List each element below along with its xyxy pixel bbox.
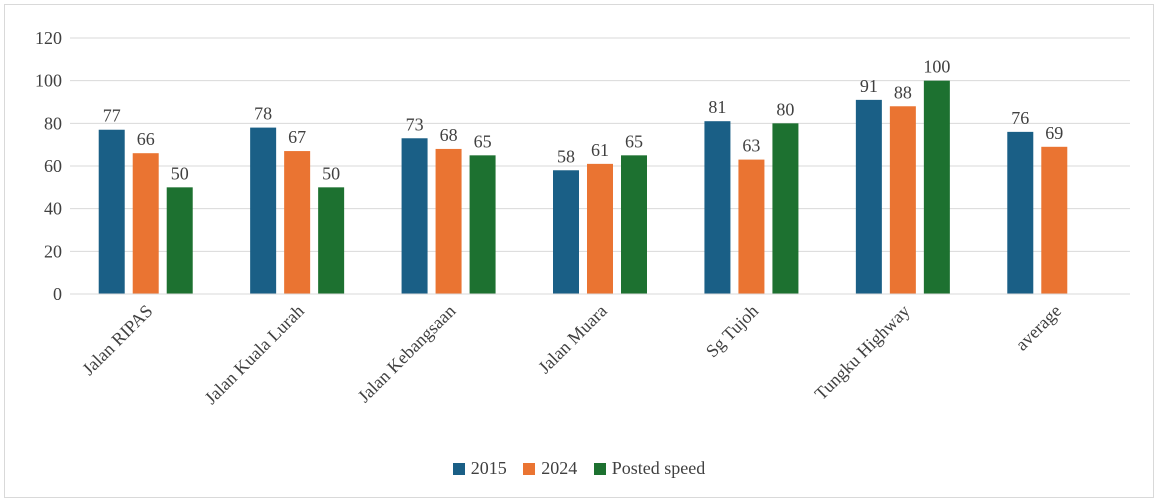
data-label-2015-4: 81	[708, 97, 726, 117]
bar-posted-speed-0	[166, 187, 193, 294]
y-tick-label-60: 60	[44, 156, 62, 176]
legend-swatch-2015	[452, 462, 465, 475]
data-label-2024-5: 88	[894, 82, 912, 102]
data-label-posted-speed-0: 50	[171, 163, 189, 183]
data-label-2015-1: 78	[254, 104, 272, 124]
data-label-2024-0: 66	[137, 129, 155, 149]
legend-label-2024: 2024	[541, 458, 578, 478]
legend-item-2024[interactable]: 2024	[523, 458, 577, 479]
data-label-2024-3: 61	[591, 140, 609, 160]
data-label-posted-speed-1: 50	[322, 163, 340, 183]
bar-posted-speed-4	[772, 123, 799, 294]
legend-swatch-2024	[523, 462, 536, 475]
bar-2015-3	[553, 170, 579, 294]
y-tick-label-40: 40	[44, 199, 62, 219]
data-label-2015-0: 77	[103, 106, 121, 126]
bar-2015-1	[250, 127, 277, 294]
bar-2024-6	[1041, 146, 1068, 294]
bar-2024-1	[284, 151, 311, 294]
bar-2015-6	[1007, 131, 1034, 294]
data-label-2024-2: 68	[440, 125, 458, 145]
x-tick-label-6: average	[1011, 301, 1065, 355]
bar-posted-speed-5	[923, 80, 950, 295]
x-tick-label-2: Jalan Kebangsaan	[354, 301, 460, 407]
data-label-2015-6: 76	[1011, 108, 1029, 128]
legend-item-posted-speed[interactable]: Posted speed	[593, 458, 706, 479]
bar-2015-0	[98, 129, 125, 294]
legend-swatch-posted-speed	[593, 462, 606, 475]
bar-posted-speed-3	[621, 155, 647, 294]
bar-posted-speed-2	[469, 155, 496, 294]
data-label-posted-speed-3: 65	[625, 131, 643, 151]
bar-posted-speed-1	[318, 187, 345, 294]
data-label-2024-1: 67	[288, 127, 306, 147]
data-label-posted-speed-2: 65	[474, 131, 492, 151]
data-label-2015-2: 73	[406, 114, 424, 134]
bar-2015-2	[401, 138, 428, 294]
data-label-2024-6: 69	[1045, 123, 1063, 143]
bar-2015-5	[855, 99, 882, 294]
bar-2015-4	[704, 121, 731, 294]
y-tick-label-0: 0	[53, 284, 62, 304]
y-tick-label-80: 80	[44, 113, 62, 133]
data-label-2015-5: 91	[860, 76, 878, 96]
x-tick-label-4: Sg Tujoh	[702, 301, 763, 362]
y-tick-label-20: 20	[44, 241, 62, 261]
y-tick-label-120: 120	[35, 28, 62, 48]
data-label-2024-4: 63	[742, 136, 760, 156]
bar-2024-5	[889, 106, 916, 295]
legend-item-2015[interactable]: 2015	[452, 458, 507, 479]
x-tick-label-0: Jalan RIPAS	[78, 301, 156, 379]
legend-label-2015: 2015	[470, 458, 507, 478]
chart-legend: 2015 2024 Posted speed	[0, 458, 1158, 480]
data-label-posted-speed-4: 80	[776, 99, 794, 119]
x-tick-label-1: Jalan Kuala Lurah	[201, 301, 308, 408]
bar-2024-3	[587, 163, 613, 294]
bar-2024-4	[738, 159, 765, 294]
y-tick-label-100: 100	[35, 71, 62, 91]
bar-2024-2	[435, 148, 462, 294]
bar-2024-0	[132, 153, 159, 294]
x-tick-label-3: Jalan Muara	[534, 301, 611, 378]
data-label-2015-3: 58	[557, 146, 575, 166]
legend-label-posted-speed: Posted speed	[611, 458, 706, 478]
x-tick-label-5: Tungku Highway	[811, 301, 914, 404]
data-label-posted-speed-5: 100	[923, 57, 950, 77]
